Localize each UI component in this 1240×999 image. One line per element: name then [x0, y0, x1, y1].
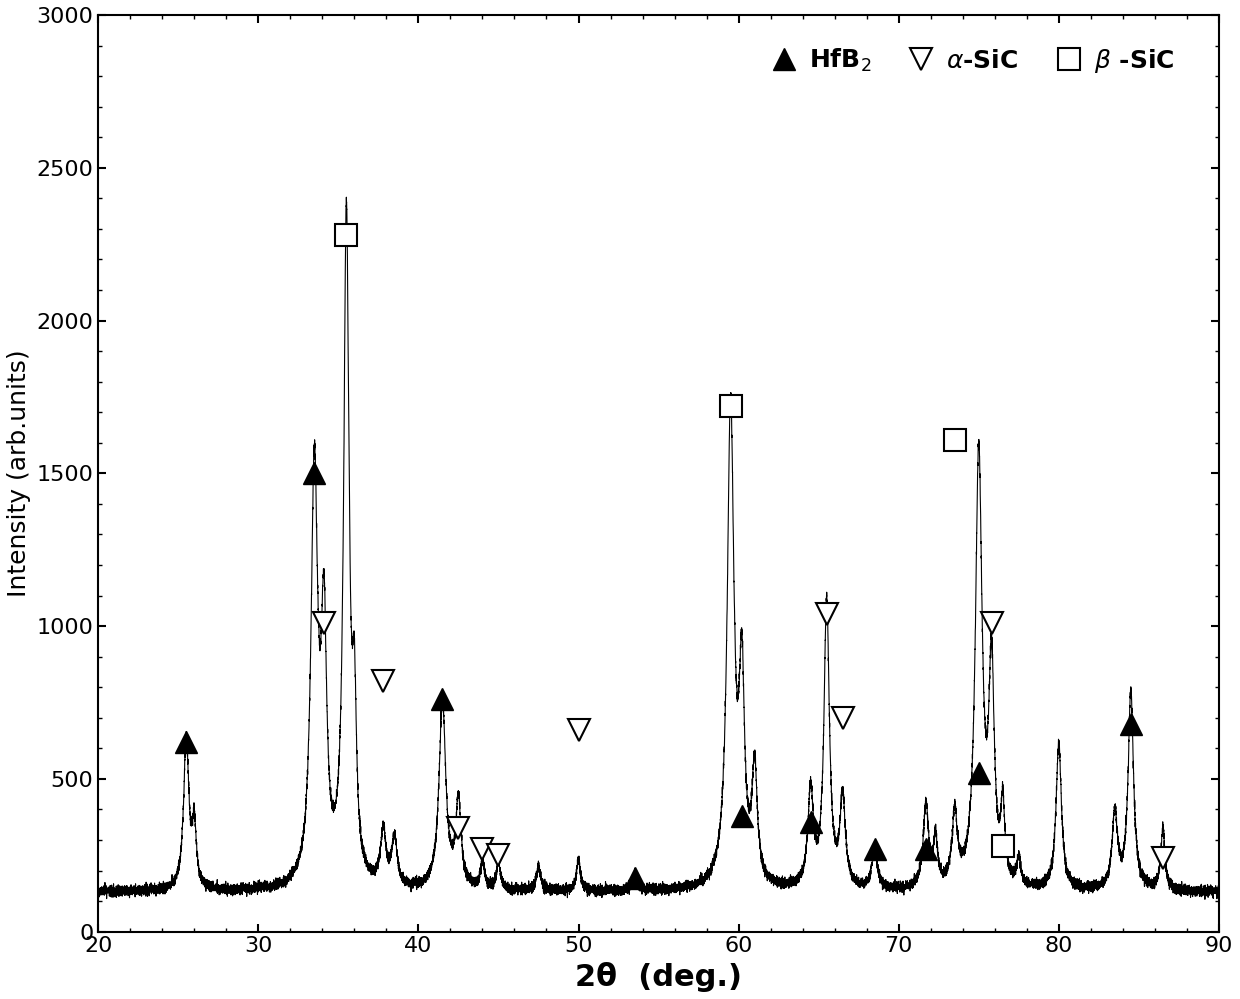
Y-axis label: Intensity (arb.units): Intensity (arb.units): [7, 350, 31, 597]
X-axis label: 2θ  (deg.): 2θ (deg.): [575, 962, 742, 992]
Legend: HfB$_2$, $\alpha$-SiC, $\beta$ -SiC: HfB$_2$, $\alpha$-SiC, $\beta$ -SiC: [761, 37, 1184, 85]
